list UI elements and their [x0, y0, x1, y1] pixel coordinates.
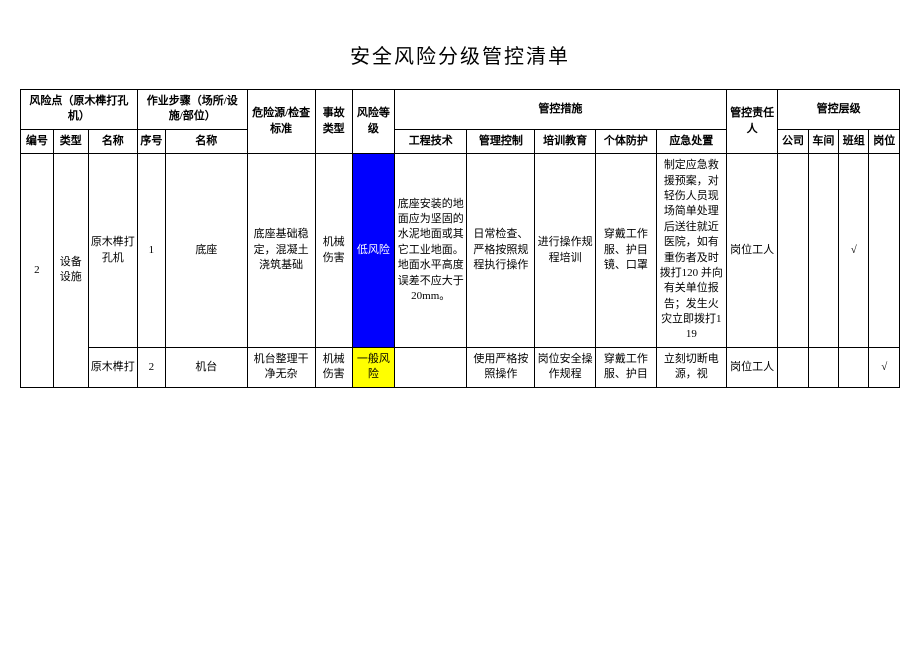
- cell-emerg: 制定应急救援预案，对轻伤人员现场简单处理后送往就近医院，如有重伤者及时拨打120…: [656, 154, 726, 348]
- hdr-risk-point: 风险点（原木榫打孔机）: [21, 90, 138, 130]
- cell-team: √: [839, 154, 869, 348]
- hdr-seq: 序号: [137, 129, 165, 153]
- risk-table: 风险点（原木榫打孔机） 作业步骤（场所/设施/部位） 危险源/检查标准 事故类型…: [20, 89, 900, 388]
- cell-responsible: 岗位工人: [726, 347, 777, 387]
- cell-company: [778, 347, 808, 387]
- cell-risklvl: 一般风险: [352, 347, 394, 387]
- page-title: 安全风险分级管控清单: [20, 40, 900, 69]
- cell-seq: 2: [137, 347, 165, 387]
- cell-ppe: 穿戴工作服、护目镜、口罩: [595, 154, 656, 348]
- hdr-post: 岗位: [869, 129, 900, 153]
- cell-workshop: [808, 154, 838, 348]
- cell-train: 岗位安全操作规程: [535, 347, 596, 387]
- hdr-hazard: 危险源/检查标准: [247, 90, 315, 154]
- header-row-1: 风险点（原木榫打孔机） 作业步骤（场所/设施/部位） 危险源/检查标准 事故类型…: [21, 90, 900, 130]
- cell-ppe: 穿戴工作服、护目: [595, 347, 656, 387]
- cell-accident: 机械伤害: [315, 347, 352, 387]
- hdr-responsible: 管控责任人: [726, 90, 777, 154]
- cell-name: 原木榫打: [88, 347, 137, 387]
- cell-stepname: 底座: [165, 154, 247, 348]
- hdr-workshop: 车间: [808, 129, 838, 153]
- cell-post: [869, 154, 900, 348]
- cell-num: 2: [21, 154, 54, 387]
- cell-workshop: [808, 347, 838, 387]
- cell-mgmt: 使用严格按照操作: [467, 347, 535, 387]
- table-row: 2 设备设施 原木榫打孔机 1 底座 底座基础稳定，混凝土浇筑基础 机械伤害 低…: [21, 154, 900, 348]
- hdr-train: 培训教育: [535, 129, 596, 153]
- cell-emerg: 立刻切断电源，视: [656, 347, 726, 387]
- cell-train: 进行操作规程培训: [535, 154, 596, 348]
- cell-seq: 1: [137, 154, 165, 348]
- cell-type: 设备设施: [53, 154, 88, 387]
- hdr-company: 公司: [778, 129, 808, 153]
- cell-name: 原木榫打孔机: [88, 154, 137, 348]
- cell-eng: 底座安装的地面应为坚固的水泥地面或其它工业地面。地面水平高度误差不应大于20mm…: [394, 154, 466, 348]
- hdr-ppe: 个体防护: [595, 129, 656, 153]
- hdr-accident: 事故类型: [315, 90, 352, 154]
- hdr-work-step: 作业步骤（场所/设施/部位）: [137, 90, 247, 130]
- cell-eng: [394, 347, 466, 387]
- hdr-mgmt: 管理控制: [467, 129, 535, 153]
- hdr-measures: 管控措施: [394, 90, 726, 130]
- cell-team: [839, 347, 869, 387]
- hdr-num: 编号: [21, 129, 54, 153]
- hdr-name: 名称: [88, 129, 137, 153]
- cell-post: √: [869, 347, 900, 387]
- hdr-ctrl-level: 管控层级: [778, 90, 900, 130]
- cell-risklvl: 低风险: [352, 154, 394, 348]
- hdr-eng: 工程技术: [394, 129, 466, 153]
- hdr-emerg: 应急处置: [656, 129, 726, 153]
- cell-mgmt: 日常检查、严格按照规程执行操作: [467, 154, 535, 348]
- cell-accident: 机械伤害: [315, 154, 352, 348]
- cell-stepname: 机台: [165, 347, 247, 387]
- hdr-type: 类型: [53, 129, 88, 153]
- hdr-team: 班组: [839, 129, 869, 153]
- cell-hazard: 底座基础稳定，混凝土浇筑基础: [247, 154, 315, 348]
- hdr-risklvl: 风险等级: [352, 90, 394, 154]
- hdr-stepname: 名称: [165, 129, 247, 153]
- cell-hazard: 机台整理干净无杂: [247, 347, 315, 387]
- cell-responsible: 岗位工人: [726, 154, 777, 348]
- table-row: 原木榫打 2 机台 机台整理干净无杂 机械伤害 一般风险 使用严格按照操作 岗位…: [21, 347, 900, 387]
- cell-company: [778, 154, 808, 348]
